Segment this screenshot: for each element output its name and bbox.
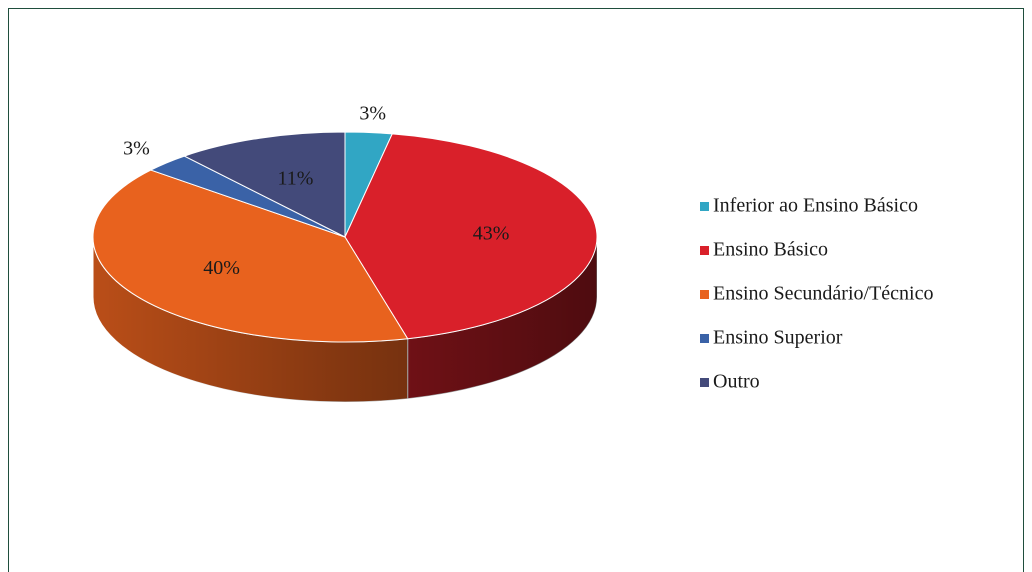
data-label: 11% [278, 167, 314, 189]
slice [344, 133, 598, 340]
legend-swatch [700, 202, 709, 211]
data-label: 3% [359, 102, 386, 124]
legend-swatch [700, 246, 709, 255]
legend-swatch [700, 334, 709, 343]
frame [8, 8, 1024, 572]
slice [183, 131, 346, 238]
legend-label: Inferior ao Ensino Básico [713, 195, 918, 217]
legend-swatch [700, 290, 709, 299]
data-label: 40% [203, 257, 240, 279]
legend-label: Ensino Secundário/Técnico [713, 283, 934, 305]
legend-swatch [700, 378, 709, 387]
data-label: 43% [473, 223, 510, 245]
legend-label: Ensino Básico [713, 239, 828, 261]
side-shading [93, 237, 597, 402]
data-label: 3% [123, 138, 150, 160]
slice [92, 169, 409, 343]
legend-label: Outro [713, 371, 760, 393]
legend-label: Ensino Superior [713, 327, 843, 349]
